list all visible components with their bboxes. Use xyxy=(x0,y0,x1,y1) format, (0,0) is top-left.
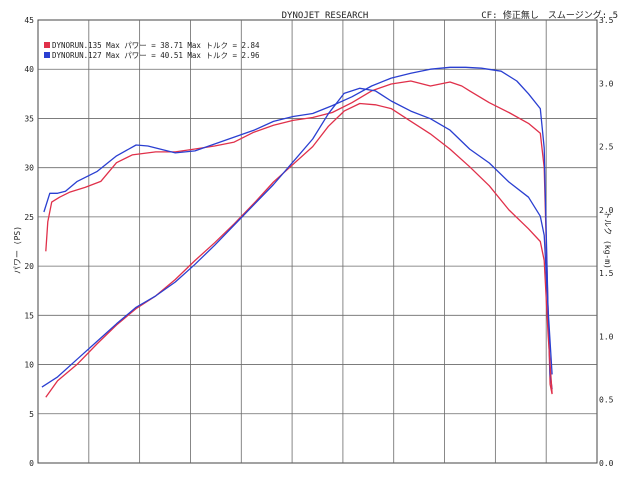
legend-swatch-run127 xyxy=(44,52,50,58)
y-tick-label: 5 xyxy=(29,410,34,419)
y-tick-label: 25 xyxy=(24,213,34,222)
plot-border xyxy=(37,19,598,464)
axis-ticks: 0 5 10 15 20 25 30 35 40 45 0.0 0.5 1.0 1.5 2.0 2.5 3.0 3… xyxy=(24,16,613,468)
legend-entry-run135: DYNORUN.135 Max パワー = 38.71 Max トルク = 2.… xyxy=(52,41,260,50)
legend-swatch-run135 xyxy=(44,42,50,48)
grid xyxy=(37,19,598,464)
y-axis-label: パワー (PS) xyxy=(13,226,22,274)
series-line-dynorun-135-power xyxy=(45,80,553,395)
settings-text: CF: 修正無し スムージング: 5 xyxy=(481,9,618,21)
y2-tick-label: 1.5 xyxy=(599,269,614,278)
y2-tick-label: 2.0 xyxy=(599,206,614,215)
legend-entry-run127: DYNORUN.127 Max パワー = 40.51 Max トルク = 2.… xyxy=(52,51,260,60)
y2-tick-label: 0.5 xyxy=(599,396,614,405)
y-tick-label: 40 xyxy=(24,65,34,74)
series-layer xyxy=(41,66,553,398)
y-tick-label: 30 xyxy=(24,164,34,173)
y-tick-label: 35 xyxy=(24,114,34,123)
y-tick-label: 0 xyxy=(29,459,34,468)
legend: DYNORUN.135 Max パワー = 38.71 Max トルク = 2.… xyxy=(44,41,260,60)
y-tick-label: 15 xyxy=(24,311,34,320)
y2-tick-label: 0.0 xyxy=(599,459,614,468)
series-line-dynorun-135-torque xyxy=(45,102,553,398)
y-tick-label: 45 xyxy=(24,16,34,25)
y-tick-label: 10 xyxy=(24,361,34,370)
chart-title: DYNOJET RESEARCH xyxy=(282,11,369,21)
y2-tick-label: 3.0 xyxy=(599,79,614,88)
series-line-dynorun-127-power xyxy=(43,66,553,390)
y2-tick-label: 2.5 xyxy=(599,143,614,152)
y2-axis-label: トルク (kg-m) xyxy=(603,211,612,269)
y2-tick-label: 1.0 xyxy=(599,332,614,341)
y2-tick-label: 3.5 xyxy=(599,16,614,25)
y-tick-label: 20 xyxy=(24,262,34,271)
series-line-dynorun-127-torque xyxy=(41,87,553,388)
